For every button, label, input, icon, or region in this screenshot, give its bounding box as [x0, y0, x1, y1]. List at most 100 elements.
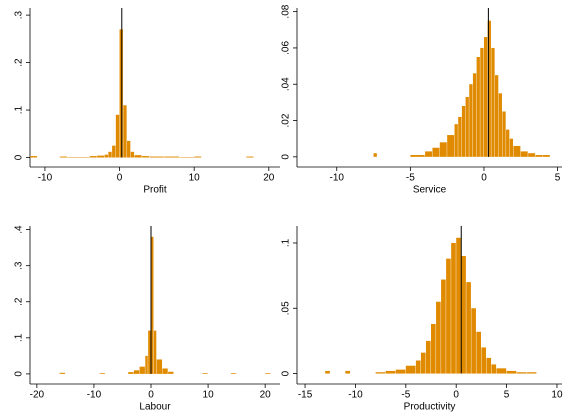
x-tick-label: -5	[406, 173, 415, 184]
x-tick-label: 20	[260, 390, 272, 401]
bar	[535, 155, 543, 157]
x-tick-label: -10	[330, 173, 345, 184]
y-tick-label: .05	[281, 301, 292, 315]
bar	[461, 256, 466, 374]
bar	[439, 142, 447, 157]
bar	[425, 151, 433, 157]
bar	[151, 236, 154, 374]
y-tick-label: .1	[14, 105, 25, 114]
bar	[461, 106, 466, 157]
bar	[385, 370, 396, 374]
x-tick-label: 5	[555, 173, 561, 184]
y-tick-label: 0	[281, 154, 292, 160]
bar	[516, 372, 527, 374]
bar	[480, 47, 484, 157]
x-axis-label: Productivity	[404, 402, 456, 413]
bar	[59, 372, 65, 374]
bar	[498, 93, 502, 157]
bar	[145, 355, 148, 374]
bar	[483, 37, 488, 157]
bar	[454, 124, 458, 157]
x-tick-label: 10	[203, 390, 215, 401]
bar	[97, 155, 105, 158]
bar	[134, 155, 142, 158]
x-axis-label: Service	[413, 185, 447, 196]
bar	[487, 20, 491, 157]
y-tick-label: .1	[14, 333, 25, 342]
bar	[230, 373, 237, 374]
bar	[425, 340, 431, 374]
x-tick-label: 0	[481, 173, 487, 184]
bar	[486, 357, 492, 374]
y-tick-label: .04	[281, 77, 292, 91]
bar	[481, 347, 487, 374]
y-tick-label: .02	[281, 113, 292, 127]
bar	[156, 359, 163, 374]
bar	[139, 366, 145, 374]
bar	[441, 279, 446, 374]
bar	[373, 153, 377, 157]
bar	[502, 111, 506, 157]
bar	[456, 237, 461, 374]
bar	[476, 331, 481, 374]
bar	[202, 373, 208, 374]
bar	[509, 138, 514, 157]
y-tick-label: .2	[14, 297, 25, 306]
bar	[89, 156, 97, 158]
y-tick-label: 0	[14, 371, 25, 377]
y-tick-label: 0	[14, 154, 25, 160]
bar	[265, 373, 271, 374]
bar	[164, 156, 179, 158]
bar	[471, 308, 476, 374]
bar	[99, 373, 105, 374]
bar	[112, 145, 116, 158]
bar	[128, 372, 134, 374]
bar	[30, 156, 38, 158]
x-tick-label: 0	[453, 390, 459, 401]
bar	[108, 151, 112, 158]
bar	[168, 371, 174, 374]
bar	[495, 75, 499, 157]
y-tick-label: .3	[14, 261, 25, 270]
bar	[446, 258, 451, 374]
x-tick-label: 10	[551, 390, 563, 401]
bar	[59, 156, 67, 158]
bar	[491, 364, 497, 374]
bar	[130, 151, 135, 158]
bar	[395, 369, 406, 374]
bar	[496, 368, 507, 374]
bar	[506, 370, 517, 374]
x-tick-label: -5	[401, 390, 410, 401]
y-tick-label: .1	[281, 238, 292, 247]
y-tick-label: .06	[281, 41, 292, 55]
bar	[153, 330, 157, 374]
bar	[526, 372, 537, 374]
y-tick-label: .08	[281, 4, 292, 18]
bar	[432, 147, 440, 157]
bar	[246, 156, 254, 158]
bar	[325, 370, 330, 374]
x-tick-label: 10	[189, 173, 201, 184]
x-tick-label: 0	[148, 390, 154, 401]
bar	[141, 156, 150, 158]
y-tick-label: .4	[14, 225, 25, 234]
x-tick-label: 20	[263, 173, 275, 184]
bar	[375, 372, 386, 374]
x-axis-label: Labour	[139, 402, 171, 413]
bar	[520, 151, 528, 157]
bar	[542, 155, 550, 157]
bar	[491, 47, 495, 157]
bar	[466, 282, 471, 374]
bar	[123, 105, 127, 158]
bar	[149, 156, 164, 158]
bar	[469, 84, 473, 157]
bar	[194, 156, 202, 158]
bar	[115, 114, 120, 158]
bar	[148, 330, 151, 374]
x-tick-label: -10	[348, 390, 363, 401]
bar	[420, 352, 426, 374]
x-tick-label: -15	[298, 390, 313, 401]
bar	[162, 368, 168, 374]
bar	[405, 365, 416, 374]
